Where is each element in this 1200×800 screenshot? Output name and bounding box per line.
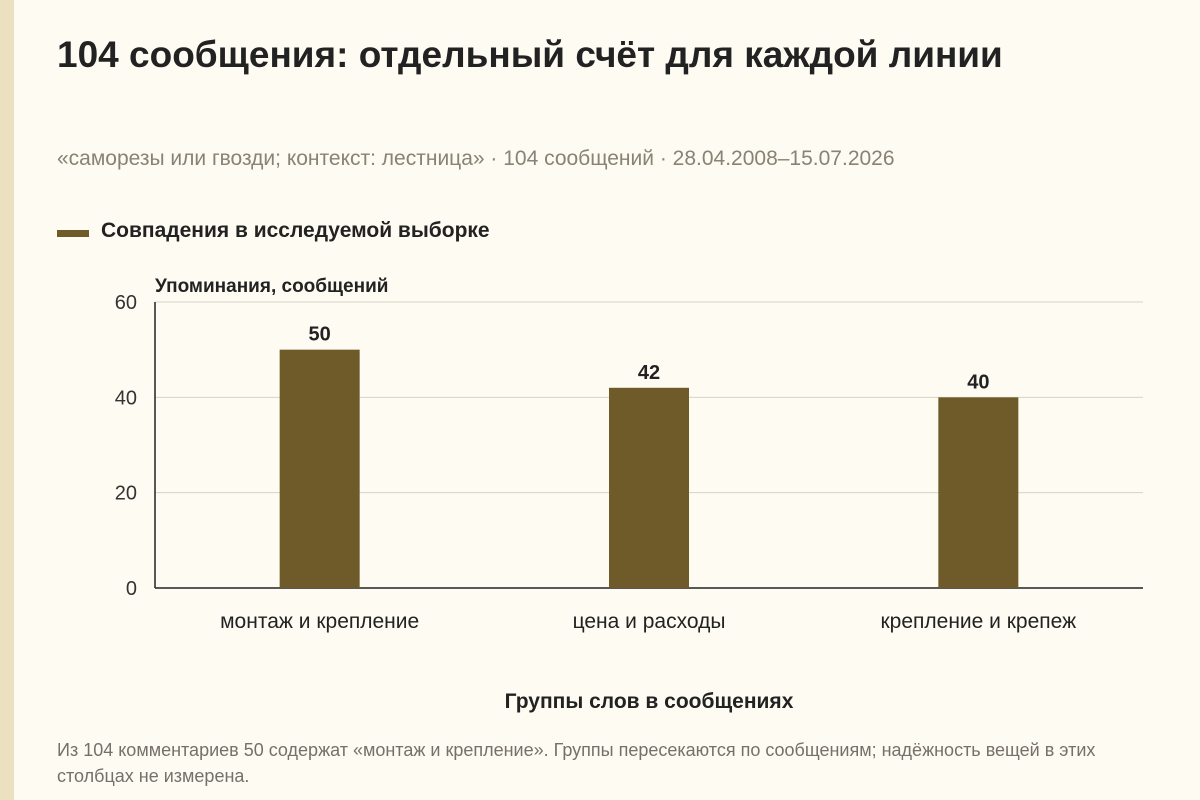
footnote: Из 104 комментариев 50 содержат «монтаж … [57, 740, 1096, 786]
x-tick-label: монтаж и крепление [220, 610, 419, 633]
bar [279, 349, 360, 588]
bar [938, 397, 1019, 588]
y-tick-label: 60 [115, 292, 137, 314]
side-accent-strip [0, 0, 14, 800]
legend: Совпадения в исследуемой выборке [57, 219, 490, 243]
y-tick-label: 0 [126, 578, 137, 600]
x-tick-label: цена и расходы [573, 610, 726, 633]
chart-subtitle: «саморезы или гвозди; контекст: лестница… [57, 147, 895, 170]
bar-value-label: 42 [638, 362, 660, 384]
bar-value-label: 40 [967, 371, 989, 393]
bar-value-label: 50 [309, 324, 331, 346]
y-tick-label: 40 [115, 387, 137, 409]
y-tick-label: 20 [115, 483, 137, 505]
chart-title: 104 сообщения: отдельный счёт для каждой… [57, 34, 1003, 75]
x-axis-label: Группы слов в сообщениях [505, 690, 794, 713]
x-tick-label: крепление и крепеж [880, 610, 1076, 633]
legend-swatch [57, 229, 89, 237]
legend-label: Совпадения в исследуемой выборке [101, 219, 490, 242]
y-axis-label: Упоминания, сообщений [155, 276, 388, 297]
bar [609, 387, 689, 588]
